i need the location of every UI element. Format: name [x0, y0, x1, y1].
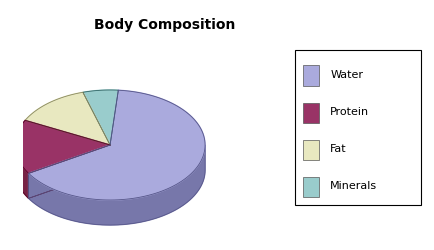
Polygon shape: [83, 90, 118, 145]
Polygon shape: [25, 92, 110, 145]
FancyBboxPatch shape: [295, 50, 421, 205]
Polygon shape: [29, 90, 205, 200]
Text: Minerals: Minerals: [330, 182, 378, 192]
Polygon shape: [29, 145, 110, 198]
Text: Fat: Fat: [330, 144, 347, 154]
Text: Water: Water: [330, 70, 363, 80]
Polygon shape: [29, 145, 110, 198]
Bar: [302, 66, 319, 86]
Text: Protein: Protein: [330, 107, 369, 117]
Bar: [302, 103, 319, 123]
Text: Body Composition: Body Composition: [94, 18, 236, 32]
Bar: [302, 140, 319, 160]
Bar: [302, 177, 319, 197]
Polygon shape: [15, 120, 110, 173]
Polygon shape: [29, 145, 205, 225]
Polygon shape: [15, 145, 29, 198]
